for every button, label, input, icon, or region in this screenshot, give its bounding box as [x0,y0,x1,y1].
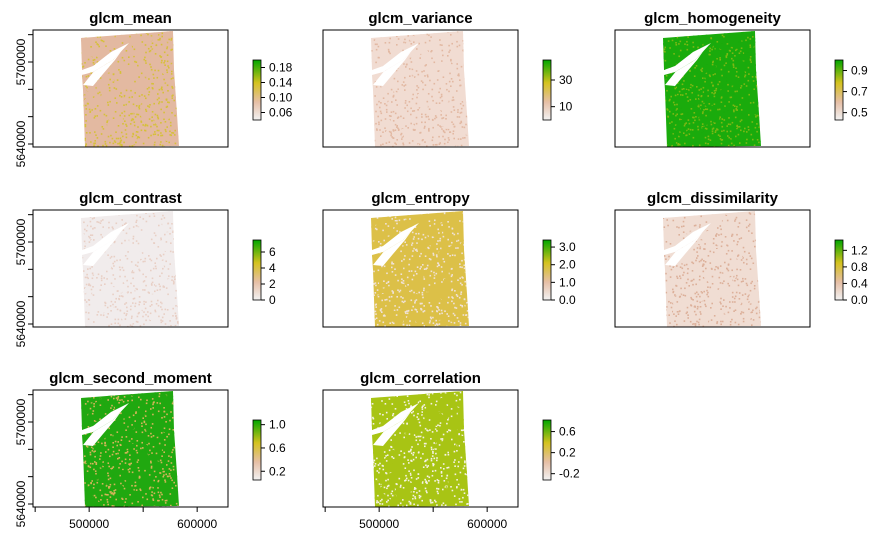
raster-glcm-mean [81,31,179,147]
y-tick-label: 5700000 [14,398,28,445]
panel-title: glcm_contrast [79,190,182,207]
panel-title: glcm_homogeneity [644,10,781,27]
legend-tick-label: 0.14 [269,76,293,90]
raster-glcm-entropy [371,211,469,327]
raster-glcm-second-moment [81,391,179,507]
legend-colorbar [834,59,844,121]
legend-tick-label: 0.7 [851,85,868,99]
x-tick-label: 600000 [467,517,507,531]
plot-frame [32,209,229,328]
legend-tick-label: 0.8 [851,260,868,274]
plot-frame [322,389,519,508]
legend-colorbar [542,419,552,481]
legend-tick-label: 0.2 [269,464,286,478]
panel-glcm-correlation: glcm_correlation 500000 600000 -0.2 0.2 0.6 [322,370,580,531]
plot-frame [32,29,229,148]
legend-tick-label: 1.2 [851,243,868,257]
y-tick-label: 5640000 [14,480,28,527]
legend-tick-label: 0.9 [851,64,868,78]
plot-frame [32,389,229,508]
legend-tick-label: -0.2 [559,467,580,481]
y-tick-label: 5700000 [14,218,28,265]
plot-frame [614,29,811,148]
legend-tick-label: 0.0 [851,293,868,307]
x-tick-label: 500000 [359,517,399,531]
legend-tick-label: 1.0 [269,418,286,432]
legend-tick-label: 0.10 [269,91,293,105]
legend-tick-label: 0 [269,293,276,307]
plot-frame [322,29,519,148]
x-tick-label: 600000 [177,517,217,531]
y-tick-label: 5700000 [14,38,28,85]
panel-title: glcm_entropy [371,190,470,207]
legend-tick-label: 10 [559,100,573,114]
legend-tick-label: 0.0 [559,293,576,307]
panel-glcm-second-moment: glcm_second_moment 5640000 5700000 500000 60… [14,370,286,531]
legend-tick-label: 3.0 [559,240,576,254]
legend-tick-label: 6 [269,245,276,259]
raster-glcm-contrast [81,211,179,327]
panel-title: glcm_mean [89,10,172,27]
legend-colorbar [834,239,844,301]
plot-frame [322,209,519,328]
legend-tick-label: 0.06 [269,106,293,120]
legend-tick-label: 2.0 [559,258,576,272]
panel-title: glcm_variance [368,10,472,27]
legend-colorbar [252,419,262,481]
legend-tick-label: 0.4 [851,276,868,290]
legend-tick-label: 1.0 [559,275,576,289]
raster-glcm-correlation [371,391,469,507]
panel-title: glcm_correlation [360,370,481,387]
panel-title: glcm_dissimilarity [647,190,779,207]
y-tick-label: 5640000 [14,300,28,347]
legend-tick-label: 0.6 [559,425,576,439]
raster-glcm-variance [371,31,469,147]
raster-glcm-homogeneity [663,31,761,147]
legend-colorbar [252,59,262,121]
y-tick-label: 5640000 [14,120,28,167]
legend-tick-label: 0.5 [851,106,868,120]
legend-colorbar [252,239,262,301]
panel-glcm-contrast: glcm_contrast 5640000 5700000 0 2 4 6 [14,190,276,347]
legend-tick-label: 30 [559,73,573,87]
panel-glcm-dissimilarity: glcm_dissimilarity 0.0 0.4 0.8 1.2 [614,190,868,328]
legend-tick-label: 2 [269,277,276,291]
plot-frame [614,209,811,328]
panel-glcm-homogeneity: glcm_homogeneity 0.5 0.7 0.9 [614,10,868,148]
legend-tick-label: 0.6 [269,441,286,455]
panel-glcm-entropy: glcm_entropy 0.0 1.0 2.0 3.0 [322,190,576,328]
legend-tick-label: 0.18 [269,61,293,75]
legend-tick-label: 0.2 [559,446,576,460]
panel-glcm-mean: glcm_mean 5640000 5700000 0.060.100.140.18 [14,10,293,167]
legend-colorbar [542,239,552,301]
x-tick-label: 500000 [69,517,109,531]
panel-glcm-variance: glcm_variance 10 30 [322,10,573,148]
raster-glcm-dissimilarity [663,211,761,327]
panel-title: glcm_second_moment [49,370,212,387]
legend-tick-label: 4 [269,261,276,275]
legend-colorbar [542,59,552,121]
